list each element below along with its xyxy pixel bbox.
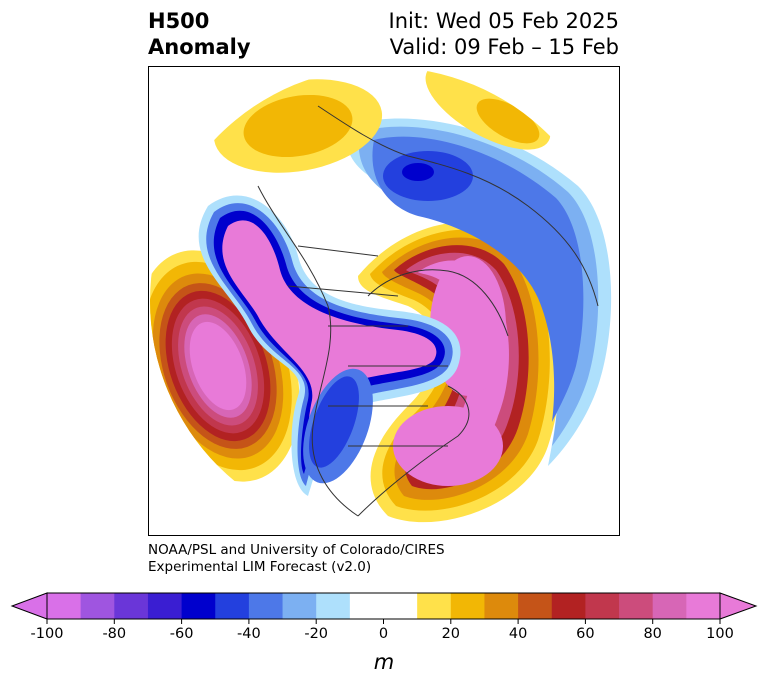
colorbar-bin [114,593,149,619]
colorbar-unit: m [373,650,395,674]
colorbar [10,592,758,624]
colorbar-bin [450,593,485,619]
colorbar-bin [551,593,586,619]
colorbar-bin [417,593,452,619]
colorbar-bin [383,593,418,619]
colorbar-bin [686,593,721,619]
colorbar-bin [147,593,183,619]
variable-title: H500 [148,9,210,33]
colorbar-bin [181,593,216,619]
title-right: Init: Wed 05 Feb 2025 Valid: 09 Feb – 15… [389,8,619,60]
colorbar-bin [619,593,654,619]
colorbar-tick-label: -60 [169,626,194,642]
colorbar-min-extend [10,592,48,620]
credit-line-2: Experimental LIM Forecast (v2.0) [148,559,372,575]
title-left: H500 Anomaly [148,8,251,60]
colorbar-bin [484,593,519,619]
init-date: Init: Wed 05 Feb 2025 [388,9,619,33]
colorbar-tick-label: -40 [237,626,261,642]
colorbar-tick-label: 60 [576,626,595,642]
field-title: Anomaly [148,35,251,59]
colorbar-bin [349,593,384,619]
colorbar-tick-label: -20 [304,626,329,642]
colorbar-bin [282,593,317,619]
colorbar-bin [47,593,82,619]
colorbar-tick-label: 100 [706,626,734,642]
colorbar-tick-label: 20 [441,626,461,642]
anomaly-map [148,66,620,536]
colorbar-tick-label: -80 [102,626,127,642]
colorbar-tick-label: -100 [30,626,64,642]
valid-period: Valid: 09 Feb – 15 Feb [389,35,619,59]
colorbar-bin [652,593,687,619]
credit: NOAA/PSL and University of Colorado/CIRE… [148,542,445,576]
coastlines [257,105,599,517]
colorbar-bin [316,593,351,619]
colorbar-tick-label: 0 [378,626,389,642]
colorbar-bin [585,593,620,619]
colorbar-bin [518,593,553,619]
credit-line-1: NOAA/PSL and University of Colorado/CIRE… [148,542,445,558]
colorbar-tick-label: 40 [508,626,528,642]
colorbar-tick-label: 80 [643,626,662,642]
colorbar-bin [80,593,115,619]
colorbar-bin [248,593,284,619]
colorbar-bin [215,593,250,619]
colorbar-max-extend [719,592,758,620]
